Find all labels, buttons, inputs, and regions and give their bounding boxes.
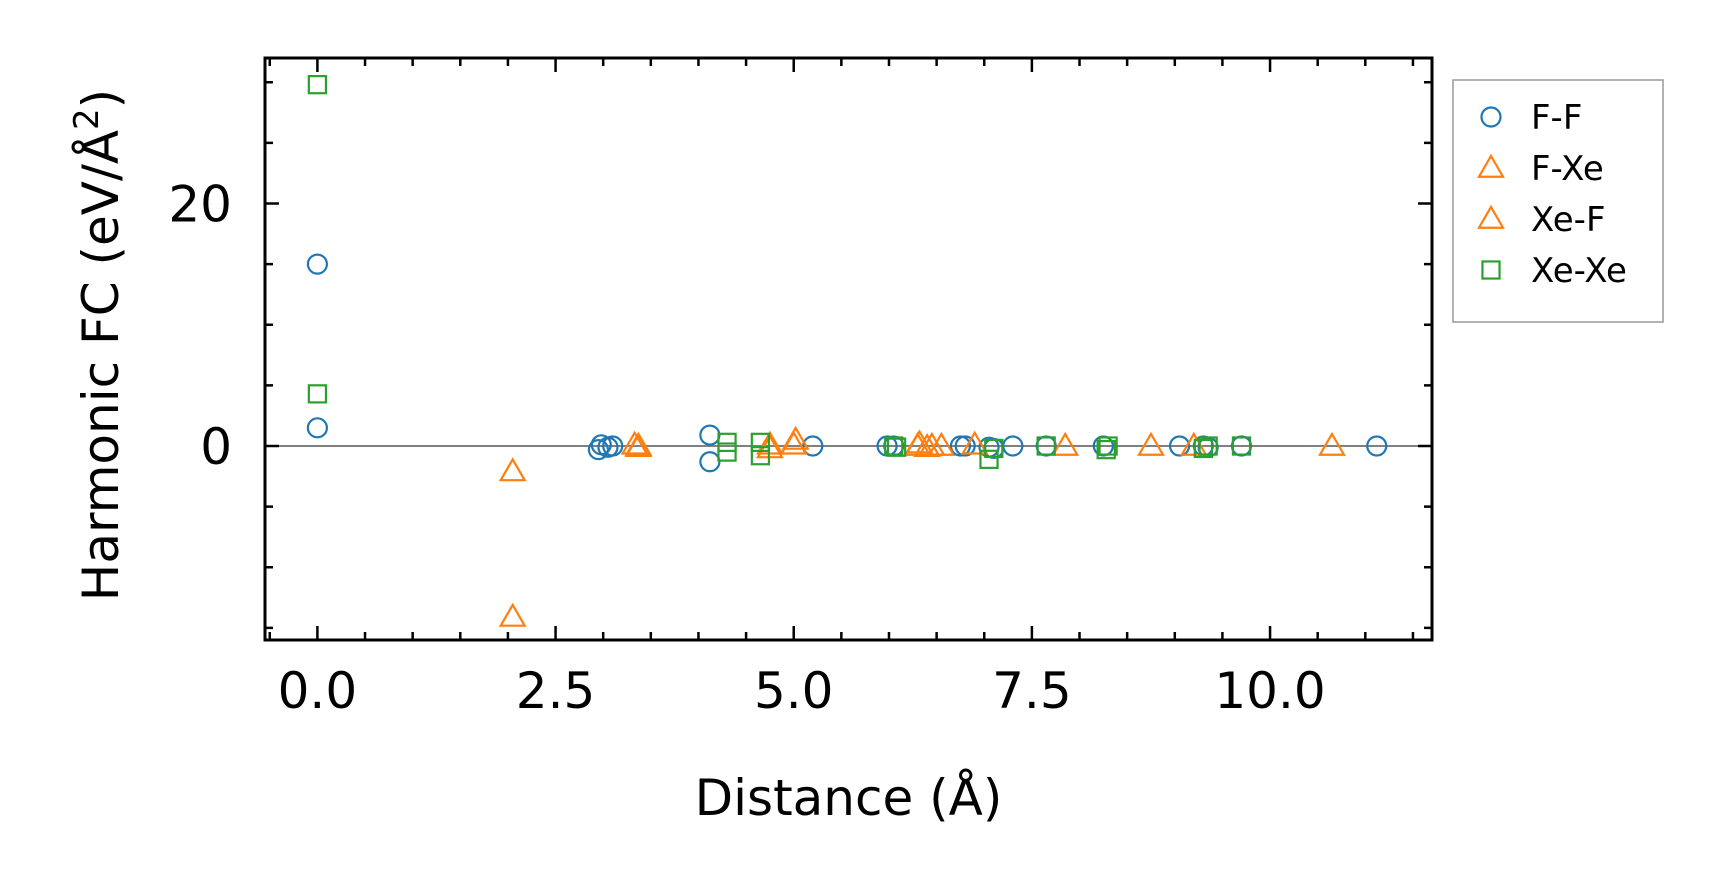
legend-label-f-xe: F-Xe	[1531, 149, 1604, 189]
data-point	[781, 425, 810, 450]
series-f-f	[306, 253, 1388, 473]
legend-marker-f-xe	[1477, 153, 1505, 178]
legend-marker-f-f	[1480, 106, 1502, 128]
legend-marker-xe-xe	[1481, 260, 1501, 280]
data-point	[884, 436, 904, 456]
data-point	[1051, 431, 1080, 456]
x-tick-label: 5.0	[754, 662, 834, 720]
data-point	[802, 435, 824, 457]
data-point	[1318, 431, 1346, 456]
data-point	[1096, 439, 1116, 460]
x-tick-label: 2.5	[516, 662, 596, 720]
data-point	[979, 449, 999, 469]
data-point	[750, 446, 771, 466]
data-point	[498, 457, 527, 482]
y-tick-label: 20	[168, 176, 232, 234]
data-point	[949, 435, 972, 457]
data-point	[917, 431, 946, 456]
data-point	[717, 432, 737, 453]
data-point	[779, 430, 808, 455]
axes: 0.0 2.5 5.0 7.5 10.0 0 20 Distance (Å) Harmonic …	[67, 56, 1434, 827]
series-xe-xe	[307, 75, 1252, 469]
y-tick-label: 0	[200, 418, 232, 476]
legend: F-F F-Xe Xe-F Xe-Xe	[1452, 79, 1664, 323]
data-point	[905, 429, 934, 454]
data-point	[602, 435, 624, 457]
y-axis-label: Harmonic FC (eV/Å2)	[67, 89, 130, 601]
series-xe-f	[498, 425, 946, 627]
data-point	[1231, 436, 1252, 456]
data-point	[717, 442, 737, 462]
plot-frame	[263, 56, 1434, 642]
y-axis-label-sup: 2	[67, 108, 107, 130]
data-point	[699, 451, 721, 473]
data-point	[1098, 436, 1118, 456]
data-point	[1193, 438, 1214, 459]
data-point	[913, 432, 942, 458]
data-point	[498, 602, 527, 627]
legend-label-xe-xe: Xe-Xe	[1531, 251, 1627, 291]
data-point	[587, 439, 610, 461]
plot-area	[265, 75, 1432, 627]
x-tick-label: 10.0	[1214, 662, 1325, 720]
data-point	[306, 417, 328, 439]
data-point	[620, 430, 649, 455]
x-axis-label: Distance (Å)	[695, 769, 1003, 827]
y-axis-label-main: Harmonic FC (eV/Å	[72, 130, 130, 601]
legend-box	[1452, 79, 1664, 323]
legend-label-f-f: F-F	[1531, 98, 1582, 138]
data-points	[306, 75, 1388, 627]
data-point	[984, 438, 1004, 459]
data-point	[1036, 436, 1056, 456]
data-point	[307, 384, 328, 404]
y-axis-label-close: )	[72, 89, 130, 109]
data-point	[960, 430, 989, 455]
data-point	[1137, 431, 1165, 456]
data-point	[624, 432, 653, 458]
data-point	[306, 253, 328, 275]
x-tick-label: 7.5	[992, 662, 1072, 720]
data-point	[750, 432, 771, 453]
x-tick-label: 0.0	[278, 662, 358, 720]
data-point	[886, 437, 907, 457]
data-point	[307, 75, 328, 95]
legend-label-xe-f: Xe-F	[1531, 200, 1606, 240]
legend-marker-xe-f	[1477, 204, 1505, 229]
data-point	[1366, 435, 1388, 457]
data-point	[699, 424, 721, 446]
data-point	[954, 435, 976, 457]
data-point	[1198, 436, 1218, 456]
data-point	[1168, 435, 1191, 457]
